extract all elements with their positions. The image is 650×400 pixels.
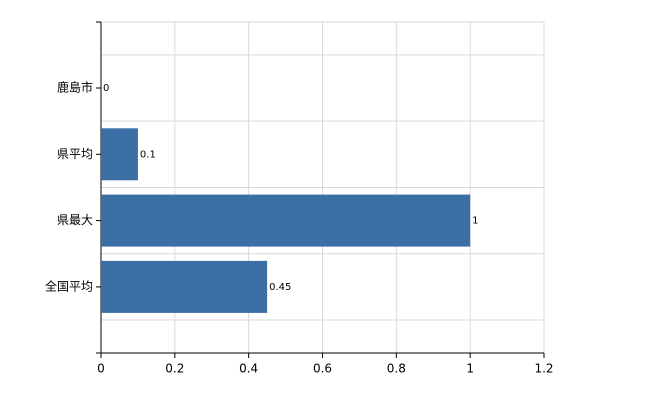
y-tick-label: 鹿島市 — [57, 80, 93, 95]
x-tick-label: 0.8 — [387, 362, 406, 376]
bar — [101, 194, 471, 247]
y-tick-label: 全国平均 — [45, 278, 93, 293]
x-tick-label: 0.2 — [165, 362, 184, 376]
x-tick-label: 0.4 — [239, 362, 258, 376]
x-tick-label: 0 — [97, 362, 105, 376]
x-tick-label: 1.2 — [534, 362, 553, 376]
y-tick-label: 県平均 — [57, 147, 93, 161]
data-label: 0 — [103, 83, 109, 94]
data-label: 0.45 — [269, 282, 291, 293]
y-tick-label: 県最大 — [57, 213, 93, 227]
x-tick-label: 0.6 — [313, 362, 332, 376]
data-label: 0.1 — [140, 149, 156, 160]
bar — [101, 260, 268, 313]
bar — [101, 128, 138, 181]
data-label: 1 — [472, 216, 478, 227]
x-tick-label: 1 — [466, 362, 474, 376]
